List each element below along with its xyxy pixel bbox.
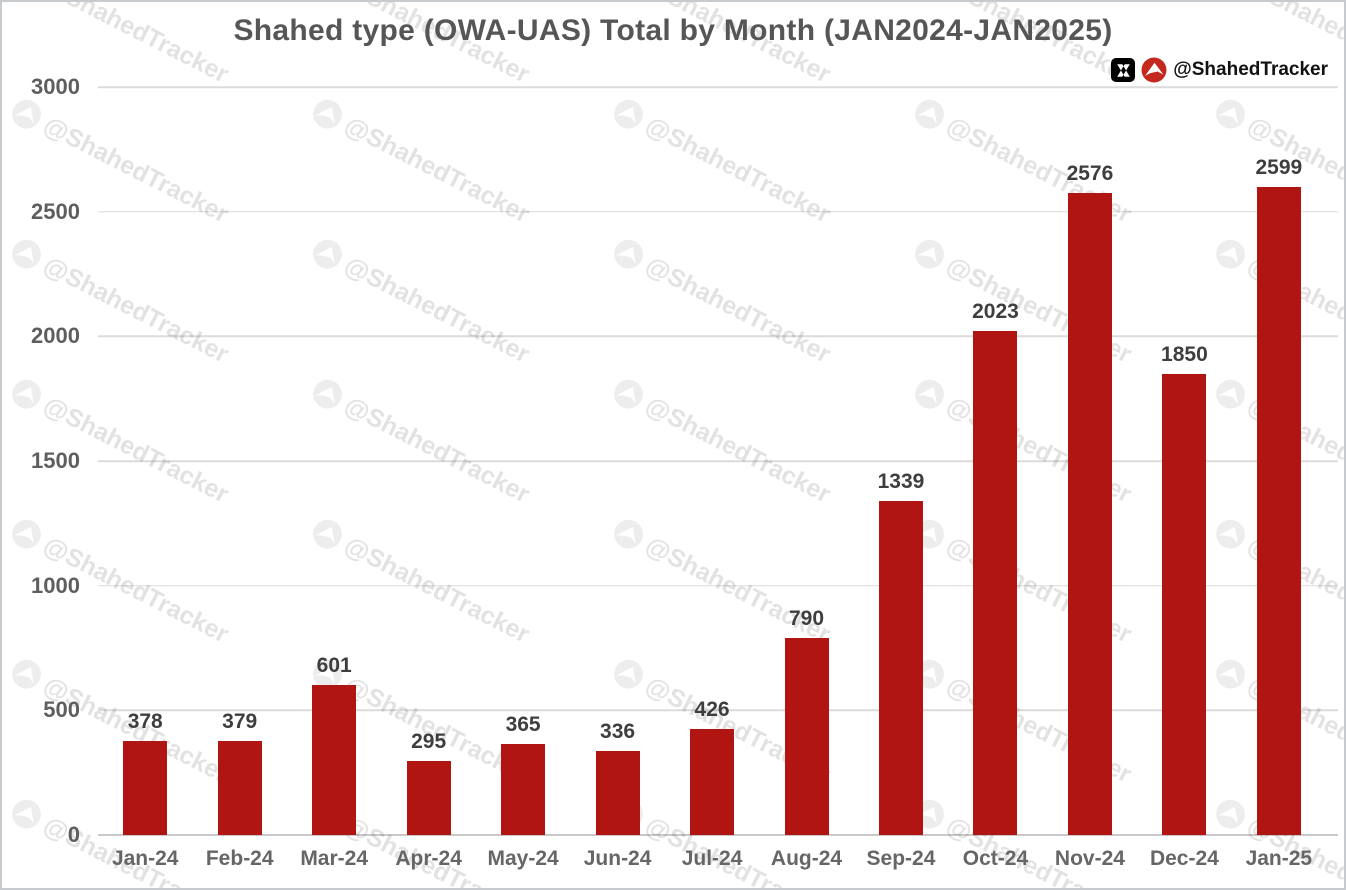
bar-value-label: 365 bbox=[505, 713, 541, 736]
x-tick-label: Apr-24 bbox=[395, 847, 462, 870]
bar-group: 2576 bbox=[1043, 87, 1137, 835]
bar-group: 379 bbox=[192, 87, 286, 835]
x-axis: Jan-24 Feb-24 Mar-24 Apr-24 May-24 Jun-24 Jul-… bbox=[98, 847, 1326, 871]
bar-value-label: 2576 bbox=[1066, 161, 1114, 185]
bar-value-label: 295 bbox=[411, 730, 447, 754]
attribution-handle: @ShahedTracker bbox=[1173, 59, 1328, 80]
bar-group: 378 bbox=[98, 87, 192, 835]
shahed-drone-icon bbox=[1141, 57, 1167, 83]
bar-group: 426 bbox=[665, 87, 759, 835]
bar-group: 336 bbox=[570, 87, 664, 835]
bar bbox=[973, 330, 1018, 835]
gridline bbox=[98, 335, 1338, 338]
gridline bbox=[98, 210, 1338, 213]
x-tick-label: Jul-24 bbox=[681, 847, 743, 870]
y-tick-label: 2000 bbox=[31, 323, 80, 349]
bar-value-label: 1850 bbox=[1161, 342, 1208, 366]
bar-group: 1850 bbox=[1137, 87, 1231, 835]
x-tick-label: Dec-24 bbox=[1149, 847, 1219, 870]
bar bbox=[784, 638, 829, 835]
gridline bbox=[98, 86, 1338, 88]
bar bbox=[123, 740, 168, 835]
y-tick-label: 3000 bbox=[31, 74, 80, 99]
bar bbox=[878, 501, 923, 835]
bar bbox=[690, 728, 735, 835]
plot-area: 378 379 601 295 365 336 426 790 1339 2023 2576 1850… bbox=[98, 87, 1326, 835]
bar bbox=[1067, 192, 1112, 835]
y-axis: 0 500 1000 1500 2000 2500 3000 bbox=[2, 76, 88, 846]
bar-group: 790 bbox=[759, 87, 853, 835]
bar bbox=[1256, 186, 1301, 835]
x-tick-label: Jan-25 bbox=[1245, 847, 1313, 870]
x-tick-label: Jan-24 bbox=[111, 847, 179, 870]
bar bbox=[501, 744, 546, 835]
y-tick-label: 0 bbox=[67, 822, 80, 847]
bar-group: 601 bbox=[287, 87, 381, 835]
bar-value-label: 336 bbox=[600, 720, 636, 744]
x-tick-label: Nov-24 bbox=[1054, 847, 1125, 870]
y-tick-label: 2500 bbox=[31, 198, 80, 224]
gridline bbox=[98, 460, 1338, 462]
y-tick-label: 1500 bbox=[31, 448, 80, 473]
gridline-layer bbox=[98, 86, 1338, 836]
bar-value-label: 2023 bbox=[972, 299, 1019, 323]
bar bbox=[217, 740, 262, 835]
y-tick-label: 1000 bbox=[31, 572, 80, 598]
bar bbox=[1162, 373, 1207, 835]
bar-value-label: 1339 bbox=[877, 470, 925, 494]
bar bbox=[595, 751, 640, 835]
bar-value-label: 601 bbox=[316, 654, 352, 678]
x-logo-icon bbox=[1111, 58, 1136, 82]
bar-group: 295 bbox=[381, 87, 475, 835]
y-tick-label: 500 bbox=[43, 697, 80, 723]
x-tick-label: Oct-24 bbox=[962, 847, 1029, 870]
gridline bbox=[98, 834, 1338, 836]
bar-value-label: 2599 bbox=[1255, 155, 1303, 179]
bar bbox=[406, 761, 451, 835]
gridline bbox=[98, 584, 1338, 587]
bar-value-label: 426 bbox=[694, 697, 730, 721]
attribution: @ShahedTracker bbox=[1111, 57, 1328, 83]
x-tick-label: May-24 bbox=[487, 847, 559, 870]
bar-group: 2023 bbox=[948, 87, 1042, 835]
x-tick-label: Aug-24 bbox=[770, 847, 843, 870]
gridline bbox=[98, 709, 1338, 712]
bar-value-label: 378 bbox=[127, 709, 163, 733]
bar-group: 365 bbox=[476, 87, 570, 835]
bar-group: 2599 bbox=[1232, 87, 1326, 835]
chart-title: Shahed type (OWA-UAS) Total by Month (JA… bbox=[233, 14, 1113, 47]
x-tick-label: Mar-24 bbox=[300, 847, 369, 870]
x-tick-label: Jun-24 bbox=[583, 847, 652, 870]
x-tick-label: Sep-24 bbox=[866, 847, 936, 870]
bar-value-label: 379 bbox=[222, 709, 258, 733]
bar-value-label: 790 bbox=[788, 607, 825, 631]
bar bbox=[312, 685, 357, 835]
bar-group: 1339 bbox=[854, 87, 948, 835]
x-tick-label: Feb-24 bbox=[205, 847, 274, 870]
